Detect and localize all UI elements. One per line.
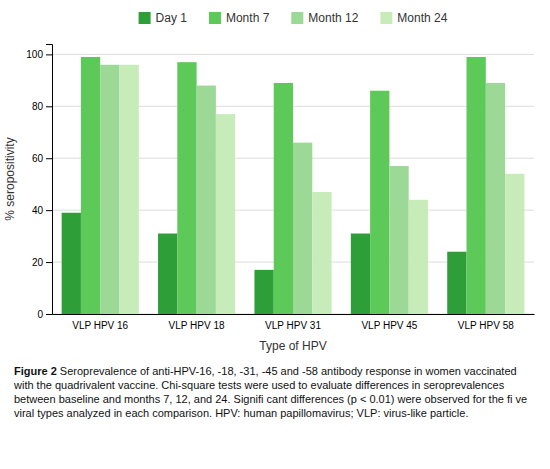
chart: 020406080100VLP HPV 16VLP HPV 18VLP HPV … — [0, 0, 550, 360]
bar — [486, 83, 505, 314]
legend-item: Day 1 — [139, 11, 188, 25]
bar — [62, 213, 81, 314]
y-tick-mark — [46, 54, 52, 55]
y-axis: 0 20 40 60 80 100 — [26, 45, 52, 320]
y-tick: 60 — [32, 153, 52, 164]
bar-series — [119, 65, 524, 314]
caption-text: Seroprevalence of anti-HPV-16, -18, -31,… — [14, 365, 527, 419]
legend-label: Month 24 — [397, 11, 447, 25]
x-tick: VLP HPV 58 — [458, 314, 514, 331]
x-tick: VLP HPV 18 — [169, 314, 225, 331]
bar — [351, 234, 370, 314]
bar — [254, 270, 273, 314]
bar — [177, 62, 196, 314]
x-tick-label: VLP HPV 58 — [458, 320, 514, 331]
y-tick-label: 40 — [32, 205, 44, 216]
y-tick-label: 20 — [32, 257, 44, 268]
bar — [119, 65, 138, 314]
legend-item: Month 12 — [291, 11, 358, 25]
bar — [274, 83, 293, 314]
y-axis-line — [46, 45, 53, 315]
legend-label: Month 7 — [226, 11, 270, 25]
y-axis-title: % seropositivity — [3, 137, 17, 220]
legend-swatch — [380, 12, 392, 24]
bar — [312, 192, 331, 314]
bar — [293, 143, 312, 314]
y-tick-mark — [46, 158, 52, 159]
legend-item: Month 24 — [380, 11, 447, 25]
x-tick: VLP HPV 31 — [265, 314, 321, 331]
legend: Day 1 Month 7 Month 12 Month 24 — [139, 11, 448, 25]
bar-series — [100, 65, 505, 314]
y-tick-label: 100 — [26, 49, 43, 60]
bar-series — [81, 57, 486, 314]
legend-label: Day 1 — [156, 11, 188, 25]
bar — [100, 65, 119, 314]
y-tick: 0 — [37, 309, 52, 320]
y-tick-mark — [46, 106, 52, 107]
page: {"chart_data": {"type": "bar", "categori… — [0, 0, 550, 469]
y-tick: 80 — [32, 101, 52, 112]
legend-swatch — [209, 12, 221, 24]
y-tick: 40 — [32, 205, 52, 216]
bar — [389, 166, 408, 314]
y-tick-label: 80 — [32, 101, 44, 112]
y-tick: 20 — [32, 257, 52, 268]
x-axis-line — [53, 314, 535, 315]
bar — [81, 57, 100, 314]
legend-swatch — [139, 12, 151, 24]
bar — [158, 234, 177, 314]
y-tick-mark — [46, 210, 52, 211]
bar — [447, 252, 466, 314]
x-tick: VLP HPV 16 — [72, 314, 128, 331]
x-tick-label: VLP HPV 16 — [72, 320, 128, 331]
grid-line — [52, 54, 534, 55]
grid — [52, 54, 534, 314]
bar — [370, 91, 389, 314]
bar — [197, 86, 216, 314]
x-tick: VLP HPV 45 — [361, 314, 417, 331]
caption-spacer — [57, 365, 60, 377]
y-tick-label: 60 — [32, 153, 44, 164]
y-tick: 100 — [26, 49, 52, 60]
bar — [216, 114, 235, 314]
bar — [505, 174, 524, 314]
bars — [62, 57, 525, 314]
bar — [409, 200, 428, 314]
bar — [467, 57, 486, 314]
legend-label: Month 12 — [308, 11, 358, 25]
x-tick-label: VLP HPV 18 — [169, 320, 225, 331]
legend-item: Month 7 — [209, 11, 270, 25]
caption-label: Figure 2 — [14, 365, 57, 377]
y-tick-label: 0 — [37, 309, 43, 320]
plot: 020406080100VLP HPV 16VLP HPV 18VLP HPV … — [26, 45, 534, 332]
caption: Figure 2 Seroprevalence of anti-HPV-16, … — [14, 364, 536, 420]
x-tick-label: VLP HPV 45 — [361, 320, 417, 331]
legend-swatch — [291, 12, 303, 24]
x-tick-label: VLP HPV 31 — [265, 320, 321, 331]
x-axis-title: Type of HPV — [259, 339, 326, 353]
y-tick-mark — [46, 314, 52, 315]
y-tick-mark — [46, 262, 52, 263]
x-axis: VLP HPV 16 VLP HPV 18 VLP HPV 31 VLP HPV 45… — [53, 314, 535, 331]
